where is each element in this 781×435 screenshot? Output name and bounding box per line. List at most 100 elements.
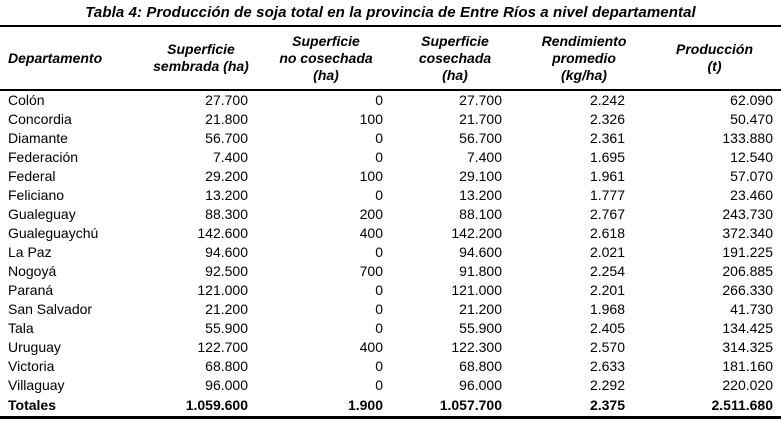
value-cell: 200 [359,206,383,223]
value-cell: 100 [359,111,383,128]
value-cell: 21.200 [205,301,248,318]
table-row: San Salvador 21.200 0 21.200 1.968 41.730 [0,300,781,319]
table-row: Gualeguaychú 142.600 400 142.200 2.618 372.34… [0,224,781,243]
value-cell: 7.400 [212,149,248,166]
column-header-produccion: Producción (t) [648,27,781,92]
column-header-departamento: Departamento [0,27,140,92]
value-cell: 29.100 [459,168,502,185]
table-row: Federal 29.200 100 29.100 1.961 57.070 [0,167,781,186]
table-row: Victoria 68.800 0 68.800 2.633 181.160 [0,357,781,376]
value-cell: 96.000 [205,377,248,394]
value-cell: 55.900 [459,320,502,337]
totals-label: Totales [0,395,140,420]
value-cell: 96.000 [459,377,502,394]
value-cell: 88.100 [459,206,502,223]
departamento-cell: Federal [8,168,56,185]
departamento-cell: Victoria [8,358,55,375]
value-cell: 2.361 [589,130,625,147]
value-cell: 220.020 [722,377,773,394]
departamento-cell: Colón [8,92,45,109]
departamento-cell: Feliciano [8,187,65,204]
table-title: Tabla 4: Producción de soja total en la … [0,0,781,27]
value-cell: 181.160 [722,358,773,375]
value-cell: 191.225 [722,244,773,261]
departamento-cell: Nogoyá [8,263,57,280]
value-cell: 1.777 [589,187,625,204]
table-body: Colón 27.700 0 27.700 2.242 62.090 Concordia 21… [0,90,781,395]
departamento-cell: Diamante [8,130,68,147]
value-cell: 21.200 [459,301,502,318]
table-row: Concordia 21.800 100 21.700 2.326 50.470 [0,110,781,129]
value-cell: 0 [375,301,383,318]
table-row: Uruguay 122.700 400 122.300 2.570 314.325 [0,338,781,357]
value-cell: 134.425 [722,320,773,337]
departamento-cell: Uruguay [8,339,61,356]
value-cell: 2.292 [589,377,625,394]
value-cell: 13.200 [205,187,248,204]
value-cell: 56.700 [459,130,502,147]
value-cell: 372.340 [722,225,773,242]
value-cell: 92.500 [205,263,248,280]
table-row: Nogoyá 92.500 700 91.800 2.254 206.885 [0,262,781,281]
value-cell: 142.200 [451,225,502,242]
value-cell: 91.800 [459,263,502,280]
value-cell: 62.090 [730,92,773,109]
value-cell: 100 [359,168,383,185]
value-cell: 41.730 [730,301,773,318]
departamento-cell: Paraná [8,282,54,299]
table-row: Feliciano 13.200 0 13.200 1.777 23.460 [0,186,781,205]
value-cell: 142.600 [197,225,248,242]
departamento-cell: Concordia [8,111,72,128]
departamento-cell: Villaguay [8,377,65,394]
value-cell: 243.730 [722,206,773,223]
value-cell: 1.961 [589,168,625,185]
value-cell: 27.700 [205,92,248,109]
totals-row: Totales 1.059.600 1.900 1.057.700 2.375 … [0,395,781,420]
value-cell: 0 [375,282,383,299]
value-cell: 50.470 [730,111,773,128]
totals-value-cell: 1.900 [262,395,390,420]
value-cell: 0 [375,244,383,261]
value-cell: 2.201 [589,282,625,299]
totals-value-cell: 2.375 [520,395,648,420]
header-row: Departamento Superficie sembrada (ha) Su… [0,27,781,92]
value-cell: 23.460 [730,187,773,204]
departamento-cell: Tala [8,320,34,337]
value-cell: 21.700 [459,111,502,128]
value-cell: 266.330 [722,282,773,299]
value-cell: 1.695 [589,149,625,166]
value-cell: 121.000 [451,282,502,299]
value-cell: 206.885 [722,263,773,280]
value-cell: 2.242 [589,92,625,109]
value-cell: 21.800 [205,111,248,128]
value-cell: 27.700 [459,92,502,109]
value-cell: 29.200 [205,168,248,185]
column-header-superficie-cosechada: Superficie cosechada (ha) [390,27,520,92]
table-row: Diamante 56.700 0 56.700 2.361 133.880 [0,129,781,148]
column-header-superficie-sembrada: Superficie sembrada (ha) [140,27,262,92]
value-cell: 7.400 [466,149,502,166]
table-row: Tala 55.900 0 55.900 2.405 134.425 [0,319,781,338]
value-cell: 57.070 [730,168,773,185]
value-cell: 122.700 [197,339,248,356]
value-cell: 94.600 [205,244,248,261]
value-cell: 13.200 [459,187,502,204]
departamento-cell: Gualeguaychú [8,225,99,242]
value-cell: 0 [375,130,383,147]
table-row: Gualeguay 88.300 200 88.100 2.767 243.730 [0,205,781,224]
value-cell: 2.767 [589,206,625,223]
departamento-cell: Gualeguay [8,206,76,223]
value-cell: 122.300 [451,339,502,356]
totals-value-cell: 2.511.680 [648,395,781,420]
value-cell: 2.254 [589,263,625,280]
value-cell: 2.326 [589,111,625,128]
totals-value-cell: 1.057.700 [390,395,520,420]
value-cell: 133.880 [722,130,773,147]
column-header-rendimiento-promedio: Rendimiento promedio (kg/ha) [520,27,648,92]
value-cell: 121.000 [197,282,248,299]
value-cell: 400 [359,225,383,242]
value-cell: 0 [375,320,383,337]
table-row: Paraná 121.000 0 121.000 2.201 266.330 [0,281,781,300]
value-cell: 2.021 [589,244,625,261]
